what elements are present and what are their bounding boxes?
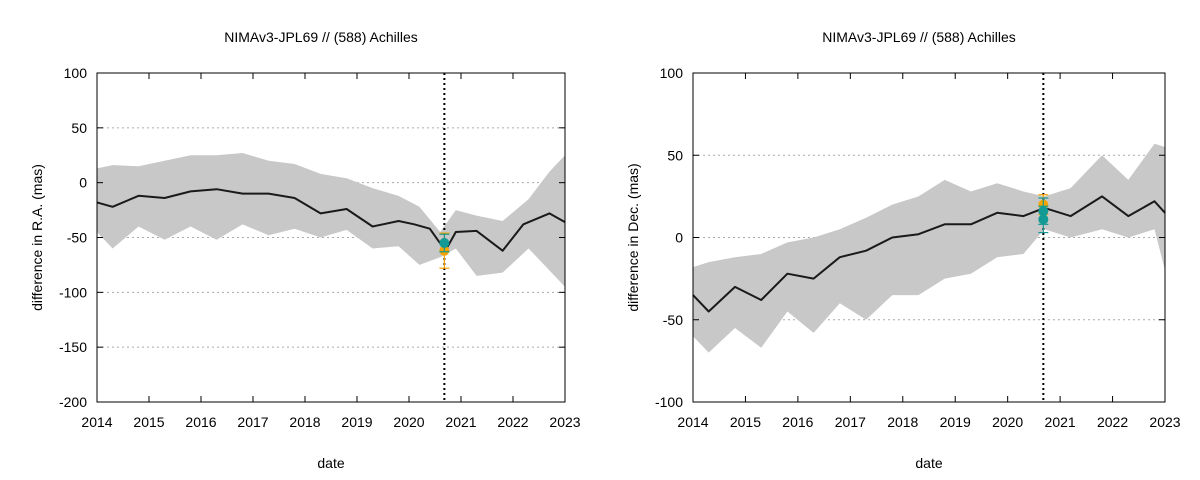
x-tick-label: 2023	[1149, 414, 1180, 430]
x-tick-label: 2014	[81, 414, 112, 430]
x-tick-label: 2016	[782, 414, 813, 430]
y-tick-label: -50	[663, 312, 683, 328]
y-tick-label: 0	[675, 230, 683, 246]
x-tick-label: 2019	[940, 414, 971, 430]
y-tick-label: -200	[59, 394, 87, 410]
x-tick-label: 2021	[445, 414, 476, 430]
ra-chart: NIMAv3-JPL69 // (588) Achilles -200 -150 -1…	[29, 29, 581, 471]
series-line	[692, 195, 1166, 313]
x-tick-label: 2022	[1097, 414, 1128, 430]
x-tick-label: 2020	[393, 414, 424, 430]
y-tick-label: 100	[64, 65, 88, 81]
observation-point	[439, 237, 450, 248]
x-tick-label: 2019	[341, 414, 372, 430]
series-line	[96, 188, 566, 252]
y-tick-label: -150	[59, 339, 87, 355]
y-axis-label: difference in R.A. (mas)	[29, 164, 45, 311]
y-tick-label: -50	[67, 230, 87, 246]
y-tick-label: 0	[79, 175, 87, 191]
y-tick-label: 100	[660, 65, 684, 81]
x-tick-label: 2015	[133, 414, 164, 430]
x-tick-label: 2017	[237, 414, 268, 430]
x-tick-label: 2018	[887, 414, 918, 430]
uncertainty-band	[693, 143, 1165, 353]
x-axis-label: date	[915, 455, 942, 471]
x-tick-label: 2014	[677, 414, 708, 430]
x-axis-label: date	[317, 455, 344, 471]
x-tick-label: 2016	[185, 414, 216, 430]
chart-title: NIMAv3-JPL69 // (588) Achilles	[822, 29, 1016, 45]
y-tick-label: -100	[655, 394, 683, 410]
x-tick-label: 2022	[497, 414, 528, 430]
observation-point	[1038, 214, 1049, 225]
x-tick-label: 2020	[992, 414, 1023, 430]
x-tick-label: 2021	[1045, 414, 1076, 430]
x-tick-label: 2023	[549, 414, 580, 430]
dec-chart: NIMAv3-JPL69 // (588) Achilles -100 -50 0 50…	[625, 29, 1181, 471]
x-tick-label: 2017	[835, 414, 866, 430]
y-axis-label: difference in Dec. (mas)	[625, 163, 641, 311]
y-tick-label: 50	[71, 120, 87, 136]
x-tick-label: 2018	[289, 414, 320, 430]
y-tick-label: 50	[667, 147, 683, 163]
y-tick-label: -100	[59, 284, 87, 300]
chart-title: NIMAv3-JPL69 // (588) Achilles	[224, 29, 418, 45]
x-tick-label: 2015	[730, 414, 761, 430]
uncertainty-band	[97, 153, 565, 287]
